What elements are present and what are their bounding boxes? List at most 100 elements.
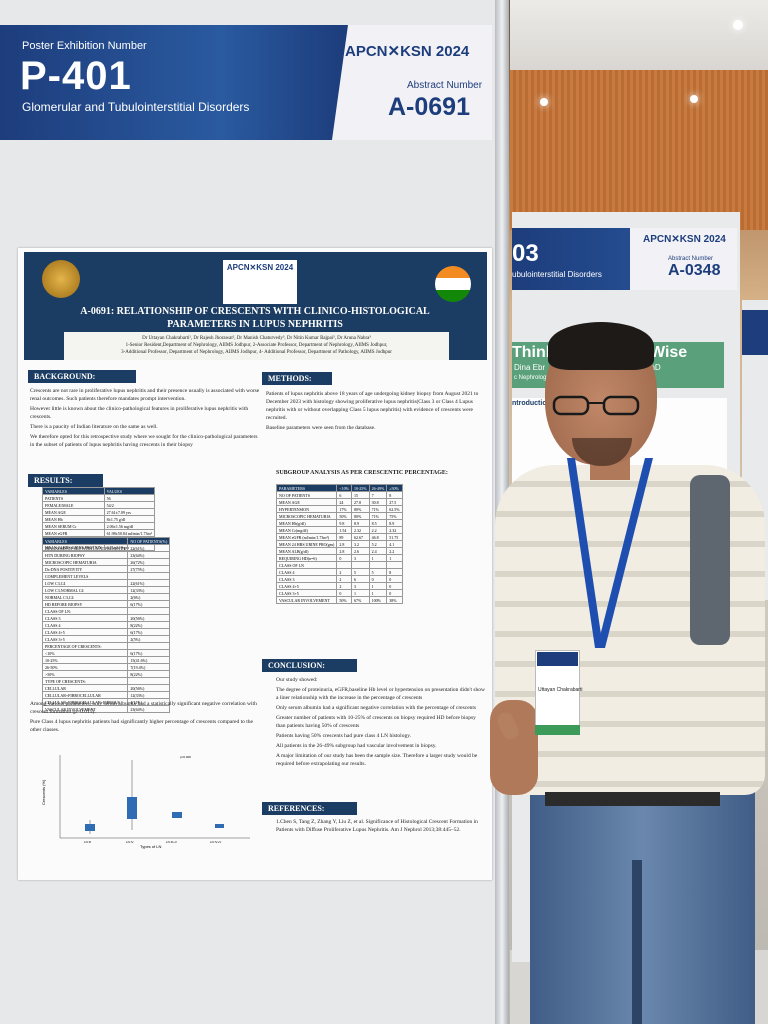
table-cell: 62.67 <box>350 533 370 541</box>
crescents-boxplot: Crescents (%) Types of LN p=0.006 LN III… <box>41 755 250 849</box>
methods-heading: METHODS: <box>262 372 332 385</box>
table-cell: 5 <box>350 568 370 576</box>
abstract-number-label: Abstract Number <box>407 80 483 91</box>
table-cell: 2.8 <box>336 540 352 548</box>
table-row: MEAN AGE 27.61±7.09 yrs <box>42 508 155 516</box>
table-cell <box>386 561 403 569</box>
table-row: CELLULAR 20(56%) <box>41 684 171 692</box>
table-cell: CLASS 3 <box>275 575 338 583</box>
neighbor-category: ubulointerstitial Disorders <box>512 270 602 279</box>
table-cell: PARAMETERS <box>275 484 338 492</box>
table-cell: 0 <box>368 575 388 583</box>
table-cell: 0 <box>336 554 352 562</box>
table-cell: 2.32 <box>350 526 370 534</box>
institute-seal-icon <box>42 260 80 298</box>
table-row: HTN DURING BIOPSY 23(64%) <box>41 551 171 559</box>
table-row: PATIENTS 56 <box>42 494 155 502</box>
table-cell: LOW C3,NORMAL C4 <box>41 586 129 594</box>
table-cell: 6 <box>336 491 352 499</box>
background-heading: BACKGROUND: <box>28 370 136 383</box>
conclusion-section: Our study showed: The degree of proteinu… <box>276 676 486 770</box>
background-section: Crescents are not rare in proliferative … <box>30 387 262 451</box>
table-cell: 22(61%) <box>127 579 171 587</box>
table-cell: 2.8 <box>336 547 352 555</box>
table-cell <box>336 561 352 569</box>
ceiling-light <box>540 98 548 106</box>
methods-point: Patients of lupus nephritis above 18 yea… <box>266 391 479 421</box>
boxplot-pvalue: p=0.006 <box>180 755 191 759</box>
table-row: LOW C3,NORMAL C4 12(33%) <box>41 586 171 594</box>
table-cell: 10-25% <box>41 656 129 664</box>
table-cell: <10% <box>336 484 352 492</box>
neighbor-title-left: Think <box>512 344 555 361</box>
poster-category: Glomerular and Tubulointerstitial Disord… <box>22 100 250 114</box>
table-cell: 22(61%) <box>127 544 171 552</box>
table-cell: HYPERTENSION <box>275 505 338 513</box>
boxplot-xlabel: Types of LN <box>140 844 161 849</box>
table-cell: HTN DURING BIOPSY <box>41 551 129 559</box>
table-cell: >50% <box>41 670 129 678</box>
table-cell: NORMAL C3,C4 <box>41 593 129 601</box>
table-cell: CELLULAR+FIBROCELLULAR <box>41 691 129 699</box>
neighbor-conference-logo: APCN✕KSN 2024 <box>643 234 726 245</box>
table-cell: PATIENTS <box>42 494 105 502</box>
neighbor-board-abstract-panel <box>630 228 737 290</box>
background-point: However little is known about the clinic… <box>30 406 249 420</box>
table-row: FEMALE/MALE 54/2 <box>42 501 155 509</box>
boxplot-category: LN III <box>84 840 91 844</box>
conclusion-point: A major limitation of our study has been… <box>276 753 478 767</box>
neighbor-poster-number: 03 <box>512 240 539 267</box>
neighbor-intro-heading: ntroduction <box>512 400 551 407</box>
table-row: >50% 8(22%) <box>41 670 171 678</box>
table-cell <box>350 561 370 569</box>
table-cell: 38% <box>386 596 403 604</box>
table-cell: 0 <box>386 575 403 583</box>
table-row: <10% 6(17%) <box>41 649 171 657</box>
table-row: CELLULAR+FIBROCELLULAR 12(33%) <box>41 691 171 699</box>
table-cell: 1 <box>368 582 388 590</box>
poster-conference-logo: APCN✕KSN 2024 <box>223 260 297 304</box>
table-cell: 5.2 <box>368 540 388 548</box>
table-row: HYPERTENSION 17% 80% 71% 62.5% <box>275 505 403 513</box>
table-cell: 23(64%) <box>127 705 171 713</box>
lanyard <box>567 458 653 648</box>
neighbor-title-right: Wise <box>650 344 688 361</box>
lanyard-strap-left <box>567 458 603 648</box>
table-cell: MEAN eGFR (ml/min/1.73m²) <box>275 533 338 541</box>
badge-green-strip <box>535 725 580 735</box>
table-row: REQUIRING HD(n=6) 0 3 1 1 <box>275 554 403 562</box>
table-cell: 1 <box>368 554 388 562</box>
table-cell <box>127 642 171 650</box>
table-cell: MEAN 24 HRS URINE PRO(gm) <box>275 540 338 548</box>
table-row: 26-50% 7(19.4%) <box>41 663 171 671</box>
table-cell: 50% <box>336 512 352 520</box>
table-cell: REQUIRING HD(n=6) <box>275 554 338 562</box>
boxplot-category: LN IV <box>126 840 134 844</box>
table-cell: 1 <box>350 589 370 597</box>
table-cell: 80% <box>350 512 370 520</box>
author-list: Dr Uttayan Chakrabarti¹, Dr Rajesh Jhora… <box>142 336 371 341</box>
table-cell: MEAN SERUM Cr <box>42 522 105 530</box>
ceiling-light <box>690 95 698 103</box>
table-cell: 56 <box>103 494 155 502</box>
table-cell: MEAN AGE <box>42 508 105 516</box>
table-cell: 15(41.6%) <box>127 656 171 664</box>
table-cell: 8.5 <box>368 519 388 527</box>
table-row: Ds-DNA POSITIVITY 27(75%) <box>41 565 171 573</box>
references-heading: REFERENCES: <box>262 802 357 815</box>
neighbor-abstract-number: A-0348 <box>668 262 721 279</box>
table-cell: 27(75%) <box>127 565 171 573</box>
person-belt <box>545 792 720 806</box>
table-cell: 12(33%) <box>127 691 171 699</box>
frequency-table: VARIABLES NO OF PATIENTS(%) DIAGNOSIS OF S… <box>41 537 171 713</box>
table-cell: CELLULAR <box>41 684 129 692</box>
table-cell: MICROSCOPIC HEMATURIA <box>275 512 338 520</box>
table-cell: HD BEFORE BIOPSY <box>41 600 129 608</box>
table-cell: 2.32 <box>386 526 403 534</box>
conclusion-heading: CONCLUSION: <box>262 659 357 672</box>
table-cell: 24 <box>336 498 352 506</box>
conclusion-point: Patients having 50% crescents had pure c… <box>276 733 411 739</box>
subgroup-table: PARAMETERS <10% 10-25% 26-49% ≥50% NO OF PATI… <box>275 484 403 604</box>
table-cell: LOW C3,C4 <box>41 579 129 587</box>
